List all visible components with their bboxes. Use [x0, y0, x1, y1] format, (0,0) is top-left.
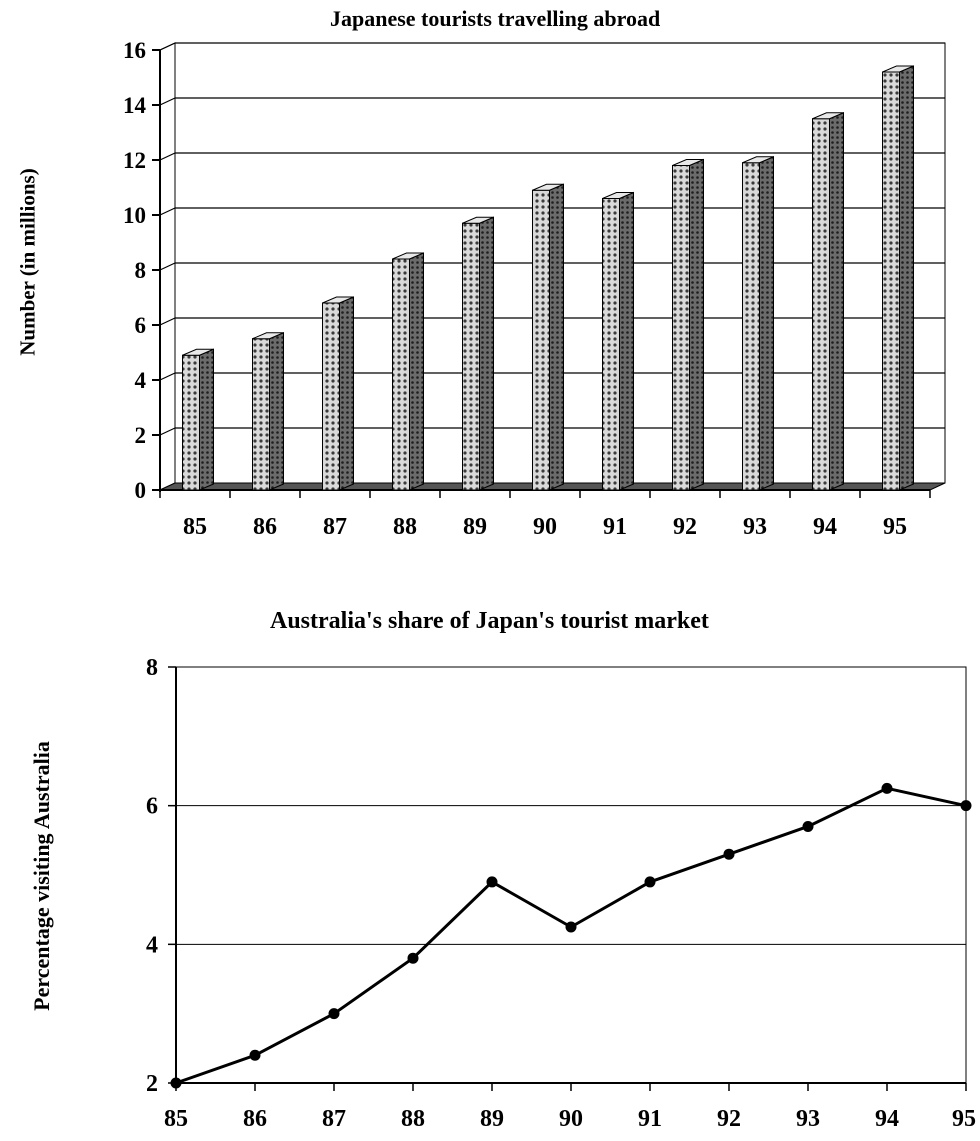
bar: [252, 331, 284, 491]
bar-x-tick-label: 93: [743, 514, 767, 540]
line-x-tick-label: 95: [952, 1106, 976, 1132]
bar-y-tick-label: 2: [135, 423, 147, 448]
line-point: [644, 876, 656, 888]
bar-x-tick-label: 95: [883, 514, 907, 540]
line-point: [881, 782, 893, 794]
bar: [532, 183, 564, 491]
bar-gridline-diag: [159, 262, 176, 271]
bar: [182, 348, 214, 491]
bar: [882, 65, 914, 491]
line-y-tick-label: 2: [146, 1071, 158, 1097]
line-x-tick-label: 86: [243, 1106, 267, 1132]
line-point: [170, 1077, 182, 1089]
bar-top: [182, 348, 214, 356]
bar-gridline-diag: [159, 427, 176, 436]
line-point: [328, 1008, 340, 1020]
bar-top: [602, 192, 634, 199]
bar-gridline-diag: [159, 372, 176, 381]
bar: [392, 252, 424, 491]
bar-chart-title: Japanese tourists travelling abroad: [330, 6, 661, 31]
bar-x-tick-label: 85: [183, 514, 207, 540]
line-x-tick-label: 90: [559, 1106, 583, 1132]
bar-y-tick-label: 4: [135, 368, 147, 393]
bar: [812, 111, 844, 491]
bar-gridline-diag: [159, 97, 176, 106]
line-point: [565, 921, 577, 933]
line-point: [407, 952, 419, 964]
line-y-tick-label: 6: [146, 794, 158, 820]
line-x-tick-label: 94: [875, 1106, 899, 1132]
bar-y-tick-label: 10: [123, 203, 146, 228]
line-point: [960, 800, 972, 812]
line-y-tick-label: 8: [146, 655, 158, 681]
bar: [742, 155, 774, 491]
line-point: [249, 1049, 261, 1061]
bar-x-tick-label: 88: [393, 514, 417, 540]
bar: [672, 158, 704, 491]
line-x-tick-label: 92: [717, 1106, 741, 1132]
line-chart-title: Australia's share of Japan's tourist mar…: [270, 608, 709, 634]
line-y-tick-label: 4: [146, 932, 158, 958]
bar-x-tick-label: 90: [533, 514, 557, 540]
bar-gridline-diag: [159, 207, 176, 216]
bar-gridline-diag: [159, 42, 176, 51]
bar-top: [462, 216, 494, 224]
bar-top: [252, 332, 284, 340]
bar-top: [742, 156, 774, 164]
line-x-tick-label: 91: [638, 1106, 662, 1132]
bar: [322, 296, 354, 491]
line-point: [486, 876, 498, 888]
bar-gridline-diag: [159, 317, 176, 326]
bar-top: [812, 112, 844, 120]
bar: [462, 216, 494, 491]
bar-x-tick-label: 86: [253, 514, 277, 540]
bar-x-tick-label: 92: [673, 514, 697, 540]
bar-y-tick-label: 8: [135, 258, 147, 283]
bar-top: [322, 296, 354, 304]
bar-gridline-diag: [159, 152, 176, 161]
line-plot-area: [175, 666, 967, 1084]
bar-top: [392, 252, 424, 260]
bar-y-tick-label: 0: [135, 478, 147, 503]
bar-top: [532, 183, 564, 191]
bar-y-tick-label: 16: [123, 38, 146, 63]
line-x-tick-label: 85: [164, 1106, 188, 1132]
bar-y-tick-label: 6: [135, 313, 147, 338]
bar-x-tick-label: 91: [603, 514, 627, 540]
line-x-tick-label: 93: [796, 1106, 820, 1132]
line-x-tick-label: 88: [401, 1106, 425, 1132]
line-x-tick-label: 87: [322, 1106, 346, 1132]
bar-x-tick-label: 87: [323, 514, 347, 540]
bar-x-tick-label: 89: [463, 514, 487, 540]
line-point: [802, 820, 814, 832]
line-point: [723, 848, 735, 860]
bar-chart: 0 2 4 6 8 10 12 14 16 85 86 87 88 89 90 91 92 93 94 95: [123, 38, 946, 540]
bar-y-tick-label: 14: [123, 93, 147, 118]
bar-top: [882, 65, 914, 73]
bar: [602, 191, 634, 491]
bar-y-tick-label: 12: [123, 148, 146, 173]
bar-top: [672, 159, 704, 166]
bar-x-tick-label: 94: [813, 514, 837, 540]
line-x-tick-label: 89: [480, 1106, 504, 1132]
